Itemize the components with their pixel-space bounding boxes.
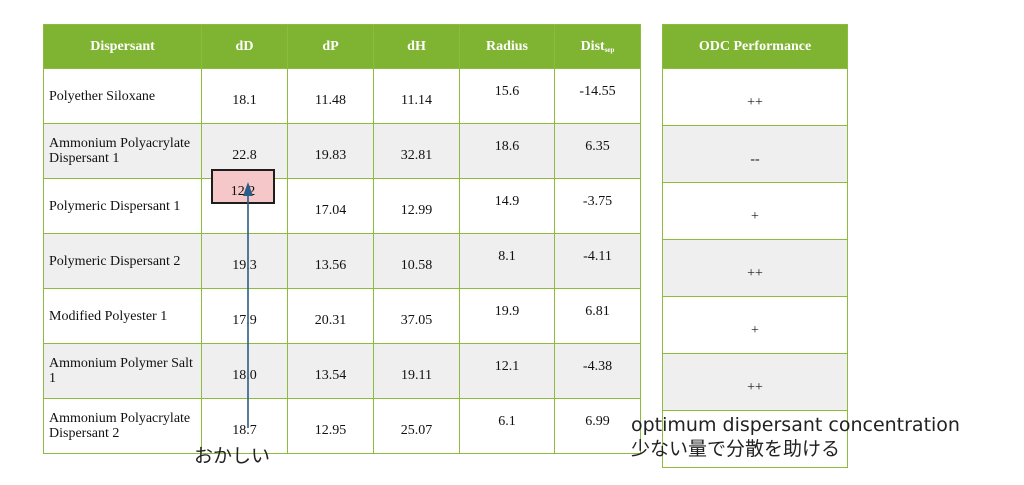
cell-name: Ammonium Polyacrylate Dispersant 2 (43, 398, 202, 454)
odc-note-line1: optimum dispersant concentration (631, 414, 960, 436)
odc-value: ++ (662, 68, 848, 126)
cell-name: Ammonium Polyacrylate Dispersant 1 (43, 123, 202, 179)
cell-radius: 15.6 (459, 68, 555, 124)
dispersant-table: Dispersant dD dP dH Radius Distsep Polye… (43, 24, 641, 454)
table-row: Polymeric Dispersant 1 17.04 12.99 14.9 … (43, 178, 641, 234)
odc-row: ++ (662, 353, 848, 411)
cell-dp: 11.48 (287, 68, 374, 124)
odc-value: -- (662, 125, 848, 183)
header-radius: Radius (459, 24, 555, 69)
table-row: Ammonium Polyacrylate Dispersant 2 18.7 … (43, 398, 641, 454)
cell-dist: -3.75 (554, 178, 641, 234)
header-dist: Distsep (554, 24, 641, 69)
odc-row: + (662, 182, 848, 240)
odc-value: + (662, 296, 848, 354)
cell-dist: 6.99 (554, 398, 641, 454)
header-dist-label: Dist (580, 38, 605, 54)
cell-dh: 11.14 (373, 68, 460, 124)
cell-dh: 37.05 (373, 288, 460, 344)
annotation-strange-note: おかしい (194, 445, 271, 467)
odc-row: ++ (662, 239, 848, 297)
odc-row: -- (662, 125, 848, 183)
odc-value: ++ (662, 353, 848, 411)
cell-dd: 19.3 (201, 233, 288, 289)
cell-name: Ammonium Polymer Salt 1 (43, 343, 202, 399)
cell-dist: -14.55 (554, 68, 641, 124)
odc-row: - (662, 410, 848, 468)
header-dh: dH (373, 24, 460, 69)
cell-dh: 19.11 (373, 343, 460, 399)
header-odc-performance: ODC Performance (662, 24, 848, 69)
annotation-arrow (243, 182, 253, 428)
cell-radius: 18.6 (459, 123, 555, 179)
cell-name: Polyether Siloxane (43, 68, 202, 124)
odc-performance-table: ODC Performance ++ -- + ++ + ++ - (662, 24, 848, 468)
arrow-head (243, 182, 253, 196)
header-dp: dP (287, 24, 374, 69)
cell-dh: 25.07 (373, 398, 460, 454)
header-dist-subscript: sep (604, 45, 615, 54)
table-header-row: Dispersant dD dP dH Radius Distsep (43, 24, 641, 69)
cell-radius: 14.9 (459, 178, 555, 234)
odc-row: + (662, 296, 848, 354)
cell-dp: 13.56 (287, 233, 374, 289)
cell-dist: 6.35 (554, 123, 641, 179)
odc-value: ++ (662, 239, 848, 297)
table-row: Polyether Siloxane 18.1 11.48 11.14 15.6… (43, 68, 641, 124)
cell-radius: 19.9 (459, 288, 555, 344)
odc-row: ++ (662, 68, 848, 126)
odc-header-row: ODC Performance (662, 24, 848, 69)
odc-value: - (662, 410, 848, 468)
table-row: Ammonium Polymer Salt 1 18.0 13.54 19.11… (43, 343, 641, 399)
odc-value: + (662, 182, 848, 240)
header-dispersant: Dispersant (43, 24, 202, 69)
odc-note-line2: 少ない量で分散を助ける (631, 438, 841, 460)
cell-dd: 18.1 (201, 68, 288, 124)
table-row: Ammonium Polyacrylate Dispersant 1 22.8 … (43, 123, 641, 179)
header-dd: dD (201, 24, 288, 69)
cell-dp: 13.54 (287, 343, 374, 399)
cell-dist: -4.11 (554, 233, 641, 289)
cell-dh: 32.81 (373, 123, 460, 179)
cell-radius: 8.1 (459, 233, 555, 289)
cell-name: Polymeric Dispersant 1 (43, 178, 202, 234)
cell-dp: 12.95 (287, 398, 374, 454)
table-row: Modified Polyester 1 17.9 20.31 37.05 19… (43, 288, 641, 344)
cell-radius: 12.1 (459, 343, 555, 399)
cell-dist: -4.38 (554, 343, 641, 399)
cell-dp: 20.31 (287, 288, 374, 344)
cell-dd: 18.0 (201, 343, 288, 399)
table-row: Polymeric Dispersant 2 19.3 13.56 10.58 … (43, 233, 641, 289)
cell-radius: 6.1 (459, 398, 555, 454)
cell-dist: 6.81 (554, 288, 641, 344)
cell-name: Modified Polyester 1 (43, 288, 202, 344)
cell-dh: 10.58 (373, 233, 460, 289)
cell-dp: 17.04 (287, 178, 374, 234)
annotation-odc-note: optimum dispersant concentration 少ない量で分散… (631, 413, 960, 461)
cell-dh: 12.99 (373, 178, 460, 234)
cell-dp: 19.83 (287, 123, 374, 179)
cell-name: Polymeric Dispersant 2 (43, 233, 202, 289)
